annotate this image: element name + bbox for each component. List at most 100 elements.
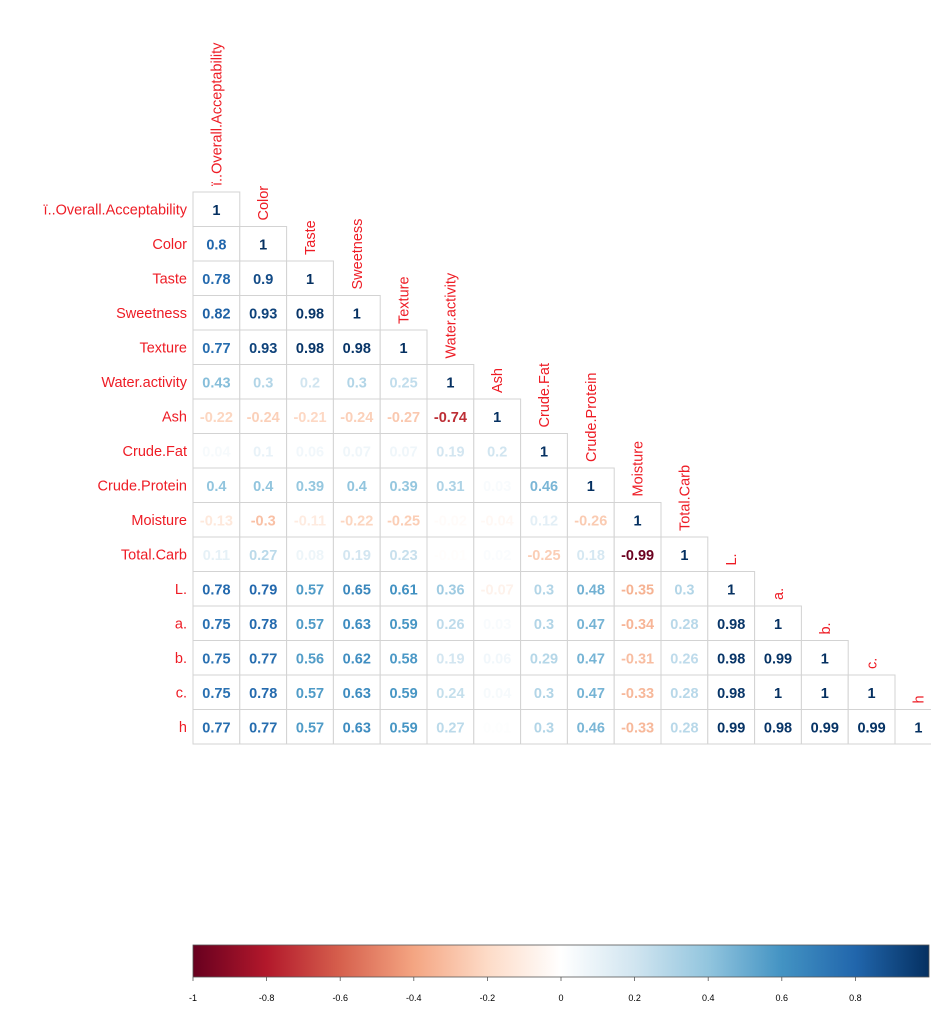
correlation-value: -0.27 <box>387 410 420 426</box>
correlation-value: 0.3 <box>253 375 273 391</box>
legend-tick-label: 0.6 <box>776 993 789 1003</box>
correlation-value: -0.33 <box>621 686 654 702</box>
correlation-value: 0.99 <box>717 720 745 736</box>
correlation-value: 1 <box>212 203 220 219</box>
correlation-value: -0.25 <box>387 513 420 529</box>
matrix-cell <box>520 640 568 676</box>
matrix-cell <box>473 640 522 676</box>
matrix-cell <box>613 709 662 745</box>
correlation-value: -0.74 <box>434 410 467 426</box>
column-label: Crude.Protein <box>584 373 600 462</box>
correlation-value: 0.11 <box>203 548 230 564</box>
correlation-value: 0.3 <box>534 720 554 736</box>
correlation-value: 0.2 <box>300 375 320 391</box>
correlation-value: 0.78 <box>202 582 230 598</box>
matrix-cell <box>520 709 568 745</box>
correlation-value: 0.59 <box>389 720 417 736</box>
matrix-cell <box>660 709 709 745</box>
column-label: Water.activity <box>443 272 459 358</box>
column-label: L. <box>724 553 740 565</box>
matrix-cell <box>566 467 615 503</box>
row-label: Water.activity <box>101 375 187 391</box>
matrix-cell <box>286 605 334 641</box>
column-label: Total.Carb <box>677 465 693 531</box>
column-labels: ï..Overall.Acceptability Color Taste Sweetn… <box>209 42 927 704</box>
correlation-value: 1 <box>914 720 922 736</box>
matrix-cell <box>800 674 849 710</box>
correlation-value: -0.3 <box>251 513 276 529</box>
correlation-value: -0.35 <box>621 582 654 598</box>
correlation-value: 0.04 <box>202 444 230 460</box>
matrix-cell <box>286 571 334 607</box>
matrix-cell <box>332 502 381 538</box>
matrix-cell <box>520 571 568 607</box>
legend-tick-label: -0.6 <box>332 993 348 1003</box>
row-label: b. <box>175 651 187 667</box>
matrix-cell <box>426 640 475 676</box>
matrix-cell <box>473 398 522 434</box>
correlation-value: 0.25 <box>389 375 417 391</box>
column-label: Texture <box>397 276 413 324</box>
correlation-value: 0.3 <box>534 686 554 702</box>
correlation-value: 0.63 <box>343 720 371 736</box>
matrix-cell <box>379 674 428 710</box>
matrix-cell <box>566 502 615 538</box>
correlation-value: 0.75 <box>202 617 230 633</box>
matrix-cell <box>800 709 849 745</box>
correlation-value: -0.31 <box>621 651 654 667</box>
correlation-value: -0.13 <box>200 513 233 529</box>
legend-tick-label: 0 <box>558 993 563 1003</box>
correlation-value: -0.22 <box>200 410 233 426</box>
matrix-cell <box>192 571 241 607</box>
row-label: Color <box>152 237 187 253</box>
correlation-value: 0.63 <box>343 617 371 633</box>
column-label: Ash <box>490 368 506 393</box>
correlation-value: 0.78 <box>249 617 277 633</box>
correlation-value: 0.99 <box>857 720 885 736</box>
correlation-value: 0.77 <box>202 341 230 357</box>
matrix-cell <box>660 536 709 572</box>
row-label: Taste <box>152 271 187 287</box>
matrix-cell <box>239 295 288 331</box>
correlation-value: 0.07 <box>389 444 417 460</box>
matrix-cell <box>379 605 428 641</box>
matrix-cell <box>332 329 381 365</box>
matrix-cell <box>660 605 709 641</box>
correlation-value: 1 <box>353 306 361 322</box>
matrix-cell <box>613 674 662 710</box>
matrix-cell <box>426 571 475 607</box>
correlation-value: 0.57 <box>296 617 324 633</box>
correlation-value: 0.4 <box>253 479 273 495</box>
matrix-cell <box>707 709 756 745</box>
correlation-value: -0.22 <box>340 513 373 529</box>
matrix-cell <box>426 398 475 434</box>
matrix-cell <box>613 502 662 538</box>
correlation-value: 0.24 <box>436 686 464 702</box>
correlation-value: 0.29 <box>530 651 558 667</box>
matrix-cell <box>426 709 475 745</box>
correlation-value: 0.46 <box>577 720 605 736</box>
matrix-cell <box>613 605 662 641</box>
row-label: ï..Overall.Acceptability <box>44 202 188 218</box>
matrix-cell <box>473 674 522 710</box>
correlation-value: 0.4 <box>206 479 226 495</box>
matrix-cell <box>566 536 615 572</box>
matrix-cell <box>707 571 756 607</box>
correlation-value: 0.39 <box>389 479 417 495</box>
matrix-cell <box>192 536 241 572</box>
matrix-cell <box>660 571 709 607</box>
matrix-cell <box>754 674 802 710</box>
correlation-value: 0.36 <box>436 582 464 598</box>
row-label: a. <box>175 616 187 632</box>
matrix-cell <box>239 674 288 710</box>
correlation-value: 0.98 <box>296 306 324 322</box>
matrix-cell <box>192 467 241 503</box>
column-label: ï..Overall.Acceptability <box>209 42 225 186</box>
matrix-cell <box>286 364 334 400</box>
matrix-cell <box>426 605 475 641</box>
correlation-value: 1 <box>446 375 454 391</box>
correlation-value: 1 <box>727 582 735 598</box>
correlation-value: 0.08 <box>296 548 324 564</box>
matrix-cell <box>192 433 241 469</box>
correlation-value: -0.01 <box>434 548 467 564</box>
